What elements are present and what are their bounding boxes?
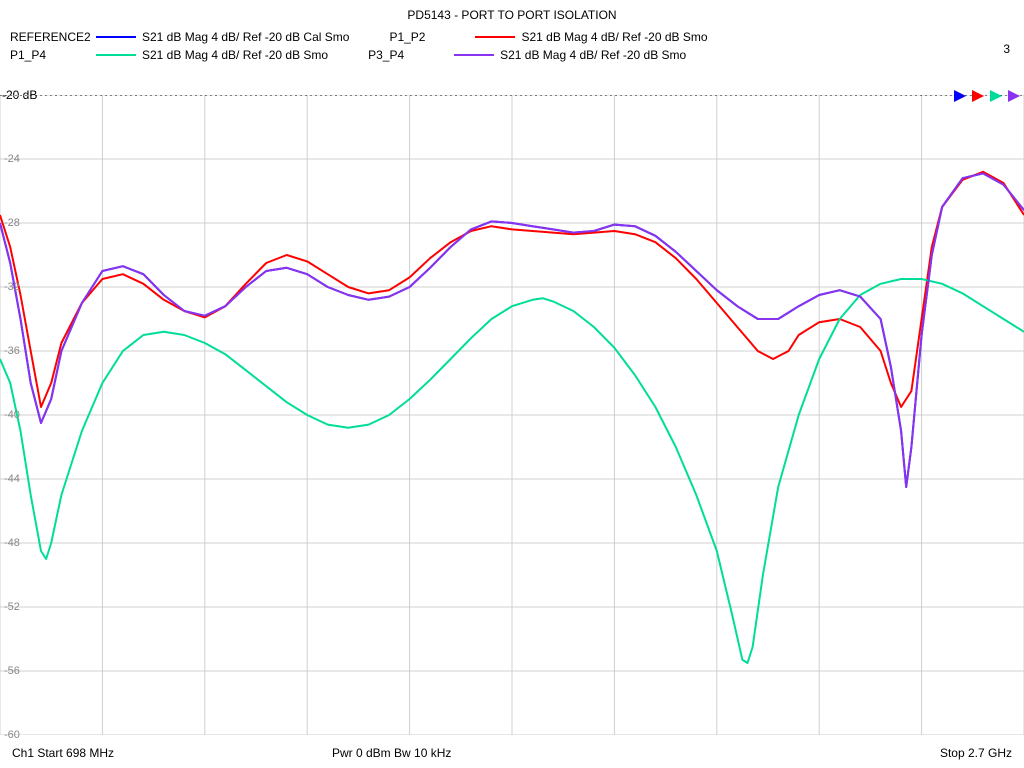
y-tick-label: -52 <box>4 601 20 613</box>
marker-arrows <box>954 89 1024 103</box>
footer: Ch1 Start 698 MHz Pwr 0 dBm Bw 10 kHz St… <box>0 746 1024 760</box>
chart-plot-area: -24-28-32-36-40-44-48-52-56-60 <box>0 95 1024 735</box>
y-tick-label: -60 <box>4 729 20 741</box>
legend-swatch <box>96 54 136 56</box>
footer-center: Pwr 0 dBm Bw 10 kHz <box>332 746 852 760</box>
chart-svg <box>0 95 1024 735</box>
footer-start: Ch1 Start 698 MHz <box>12 746 332 760</box>
legend-swatch <box>454 54 494 56</box>
legend-item: REFERENCE2 S21 dB Mag 4 dB/ Ref -20 dB C… <box>10 28 389 46</box>
legend: REFERENCE2 S21 dB Mag 4 dB/ Ref -20 dB C… <box>0 22 1024 66</box>
legend-text: S21 dB Mag 4 dB/ Ref -20 dB Smo <box>142 46 328 64</box>
legend-label: P1_P4 <box>10 46 90 64</box>
y-tick-label: -44 <box>4 473 20 485</box>
legend-text: S21 dB Mag 4 dB/ Ref -20 dB Smo <box>521 28 707 46</box>
chart-title: PD5143 - PORT TO PORT ISOLATION <box>0 0 1024 22</box>
y-tick-label: -56 <box>4 665 20 677</box>
y-tick-label: -48 <box>4 537 20 549</box>
legend-item: P1_P2 S21 dB Mag 4 dB/ Ref -20 dB Smo <box>389 28 747 46</box>
legend-swatch <box>475 36 515 38</box>
y-tick-label: -36 <box>4 345 20 357</box>
legend-row: P1_P4 S21 dB Mag 4 dB/ Ref -20 dB Smo P3… <box>10 46 1014 64</box>
legend-label: P3_P4 <box>368 46 448 64</box>
y-tick-label: -32 <box>4 281 20 293</box>
y-tick-label: -28 <box>4 217 20 229</box>
marker-arrows-svg <box>954 89 1024 103</box>
legend-item: P1_P4 S21 dB Mag 4 dB/ Ref -20 dB Smo <box>10 46 368 64</box>
legend-label: P1_P2 <box>389 28 469 46</box>
legend-item: P3_P4 S21 dB Mag 4 dB/ Ref -20 dB Smo <box>368 46 726 64</box>
y-tick-label: -24 <box>4 153 20 165</box>
y-tick-label: -40 <box>4 409 20 421</box>
legend-swatch <box>96 36 136 38</box>
legend-text: S21 dB Mag 4 dB/ Ref -20 dB Smo <box>500 46 686 64</box>
legend-row: REFERENCE2 S21 dB Mag 4 dB/ Ref -20 dB C… <box>10 28 1014 46</box>
legend-label: REFERENCE2 <box>10 28 90 46</box>
marker-number: 3 <box>1003 42 1010 56</box>
footer-stop: Stop 2.7 GHz <box>852 746 1012 760</box>
legend-text: S21 dB Mag 4 dB/ Ref -20 dB Cal Smo <box>142 28 349 46</box>
